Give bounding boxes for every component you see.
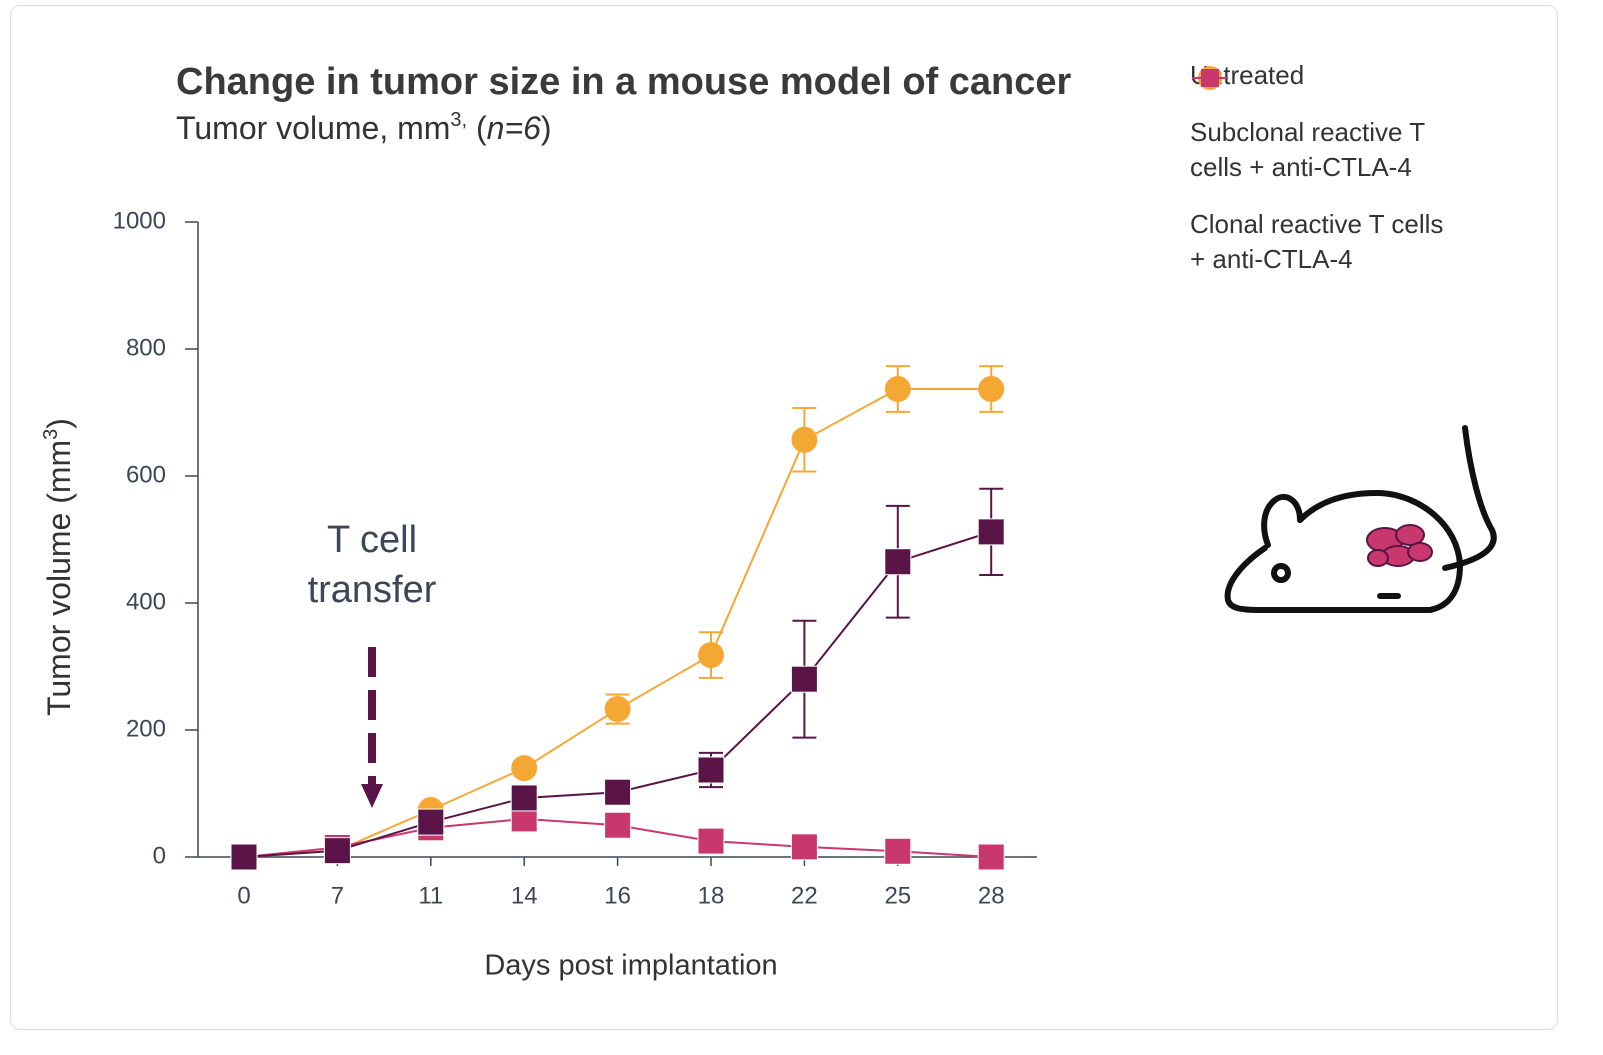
x-tick-label: 0 xyxy=(237,882,250,909)
arrow-head xyxy=(361,784,383,808)
tumor-icon xyxy=(1366,524,1433,567)
legend-swatch xyxy=(1192,69,1228,87)
tumor-cell xyxy=(1395,524,1425,546)
card xyxy=(10,5,1558,1030)
point xyxy=(698,642,724,669)
mouse-ear xyxy=(1261,493,1303,548)
legend: Untreated Subclonal reactive T cells + an… xyxy=(1190,58,1465,299)
y-tick-label: 400 xyxy=(126,588,166,615)
point xyxy=(230,843,258,871)
point xyxy=(884,376,911,403)
subtitle-text: ) xyxy=(541,110,552,146)
subtitle-text: ( xyxy=(467,110,487,146)
x-axis-label: Days post implantation xyxy=(484,950,777,982)
y-tick-label: 1000 xyxy=(113,207,166,234)
y-tick-label: 800 xyxy=(126,334,166,361)
x-tick-label: 18 xyxy=(698,882,725,909)
y-label-text: ) xyxy=(41,418,77,429)
point xyxy=(417,808,445,836)
chart-title: Change in tumor size in a mouse model of… xyxy=(176,61,1072,103)
subtitle: Tumor volume, mm3, (n=6) xyxy=(176,109,552,146)
point xyxy=(510,784,538,812)
y-label-text: Tumor volume (mm xyxy=(41,440,77,716)
subtitle-sup: 3, xyxy=(450,109,467,131)
point xyxy=(511,755,538,782)
y-tick-label: 200 xyxy=(126,715,166,742)
point xyxy=(697,756,725,784)
y-axis-label: Tumor volume (mm3) xyxy=(40,418,77,716)
tumor-cell xyxy=(1407,542,1433,562)
y-tick-label: 600 xyxy=(126,461,166,488)
mouse-icon xyxy=(1224,425,1497,613)
legend-label: Clonal reactive T cells + anti-CTLA-4 xyxy=(1190,209,1444,274)
subtitle-italic: n=6 xyxy=(487,110,541,146)
x-tick-label: 7 xyxy=(331,882,344,909)
point xyxy=(977,518,1005,546)
mouse-tail xyxy=(1442,425,1497,571)
mouse-eye xyxy=(1271,563,1291,583)
legend-item: Subclonal reactive T cells + anti-CTLA-4 xyxy=(1190,69,1465,185)
series xyxy=(230,487,1005,871)
legend-label: Untreated xyxy=(1190,60,1305,90)
point xyxy=(791,426,818,453)
x-tick-label: 25 xyxy=(884,882,911,909)
subtitle-text: Tumor volume, mm xyxy=(176,110,450,146)
point xyxy=(323,837,351,865)
point xyxy=(978,376,1005,403)
legend-label: Subclonal reactive T cells + anti-CTLA-4 xyxy=(1190,117,1425,182)
x-tick-label: 22 xyxy=(791,882,818,909)
x-tick-label: 28 xyxy=(978,882,1005,909)
x-tick-label: 16 xyxy=(604,882,631,909)
point xyxy=(604,778,632,806)
y-tick-label: 0 xyxy=(153,842,166,869)
legend-item: Untreated xyxy=(1190,58,1465,93)
mouse-body xyxy=(1224,489,1463,613)
legend-marker xyxy=(1201,69,1219,87)
tumor-cell xyxy=(1367,549,1389,567)
point xyxy=(977,843,1005,871)
point xyxy=(604,696,631,723)
x-tick-label: 11 xyxy=(418,882,443,909)
legend-item: Clonal reactive T cells + anti-CTLA-4 xyxy=(1190,69,1465,277)
point xyxy=(697,827,725,855)
point xyxy=(884,548,912,576)
y-label-sup: 3 xyxy=(40,429,62,440)
annotation: transfer xyxy=(308,569,437,611)
point xyxy=(790,833,818,861)
point xyxy=(884,837,912,865)
point xyxy=(790,665,818,693)
point xyxy=(604,811,632,839)
x-tick-label: 14 xyxy=(511,882,538,909)
annotation: T cell xyxy=(327,519,417,561)
